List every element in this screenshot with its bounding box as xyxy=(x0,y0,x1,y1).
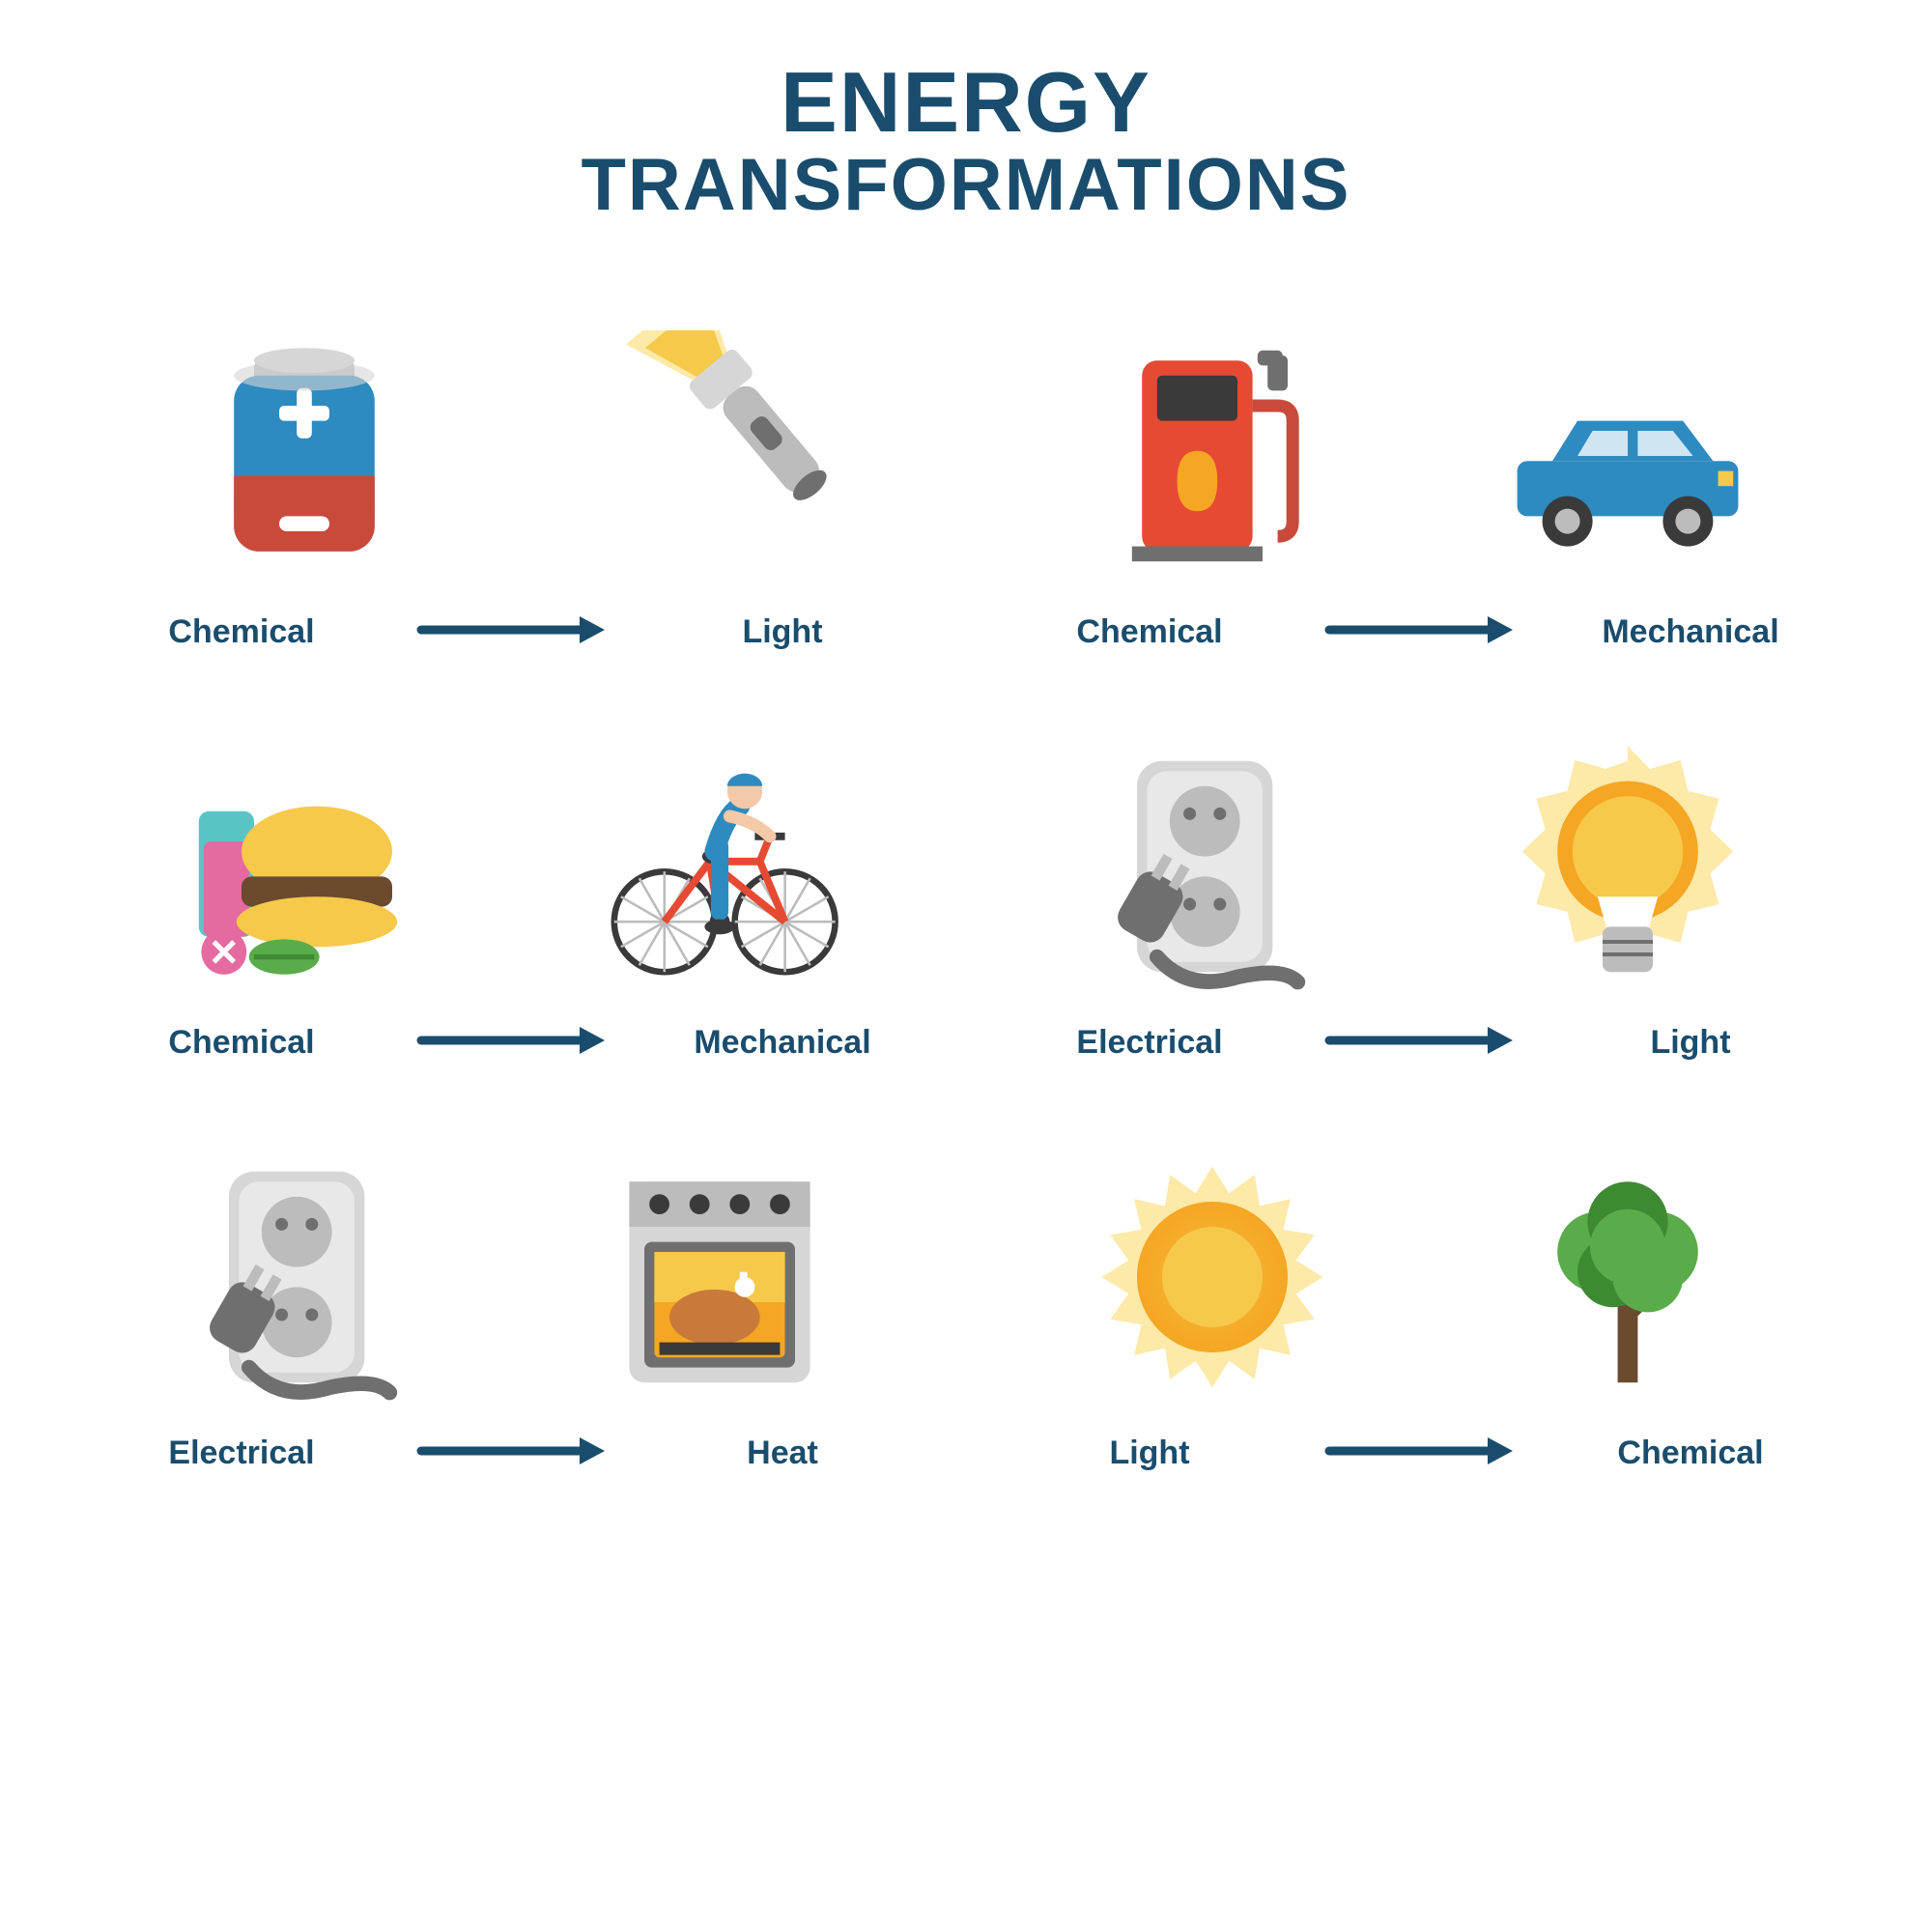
transformation-cell: Chemical Light xyxy=(97,282,927,654)
arrow-icon xyxy=(415,1432,609,1475)
transformation-cell: Chemical Mechanical xyxy=(1005,282,1835,654)
outlet-icon xyxy=(1077,731,1348,1002)
sun-icon xyxy=(1077,1142,1348,1412)
arrow-icon xyxy=(1323,1021,1517,1065)
to-label: Light xyxy=(667,613,898,651)
to-label: Heat xyxy=(667,1435,898,1472)
to-label: Light xyxy=(1575,1024,1806,1062)
arrow-icon xyxy=(415,611,609,654)
labels-row: Chemical Light xyxy=(97,611,927,654)
from-label: Chemical xyxy=(1034,613,1265,651)
title-line-1: ENERGY xyxy=(97,58,1835,147)
food-icon xyxy=(169,731,440,1002)
transformation-cell: Chemical Mechanical xyxy=(97,693,927,1065)
from-label: Chemical xyxy=(126,1024,357,1062)
icons-row xyxy=(97,1103,927,1412)
labels-row: Chemical Mechanical xyxy=(1005,611,1835,654)
oven-icon xyxy=(584,1142,855,1412)
from-label: Light xyxy=(1034,1435,1265,1472)
battery-icon xyxy=(169,321,440,591)
from-label: Electrical xyxy=(126,1435,357,1472)
icons-row xyxy=(1005,693,1835,1002)
labels-row: Electrical Heat xyxy=(97,1432,927,1475)
arrow-icon xyxy=(1323,1432,1517,1475)
to-label: Chemical xyxy=(1575,1435,1806,1472)
tree-icon xyxy=(1492,1142,1763,1412)
transformation-cell: Electrical Light xyxy=(1005,693,1835,1065)
transformation-cell: Light Chemical xyxy=(1005,1103,1835,1475)
to-label: Mechanical xyxy=(1575,613,1806,651)
icons-row xyxy=(97,693,927,1002)
labels-row: Electrical Light xyxy=(1005,1021,1835,1065)
labels-row: Chemical Mechanical xyxy=(97,1021,927,1065)
gaspump-icon xyxy=(1077,321,1348,591)
icons-row xyxy=(1005,1103,1835,1412)
flashlight-icon xyxy=(584,321,855,591)
from-label: Electrical xyxy=(1034,1024,1265,1062)
from-label: Chemical xyxy=(126,613,357,651)
car-icon xyxy=(1492,321,1763,591)
title-block: ENERGY TRANSFORMATIONS xyxy=(97,58,1835,224)
icons-row xyxy=(1005,282,1835,591)
to-label: Mechanical xyxy=(667,1024,898,1062)
bulb-icon xyxy=(1492,731,1763,1002)
title-line-2: TRANSFORMATIONS xyxy=(97,147,1835,224)
transformation-cell: Electrical Heat xyxy=(97,1103,927,1475)
labels-row: Light Chemical xyxy=(1005,1432,1835,1475)
cyclist-icon xyxy=(584,731,855,1002)
outlet-icon xyxy=(169,1142,440,1412)
icons-row xyxy=(97,282,927,591)
transformations-grid: Chemical Light Chemical xyxy=(97,282,1835,1475)
arrow-icon xyxy=(415,1021,609,1065)
arrow-icon xyxy=(1323,611,1517,654)
